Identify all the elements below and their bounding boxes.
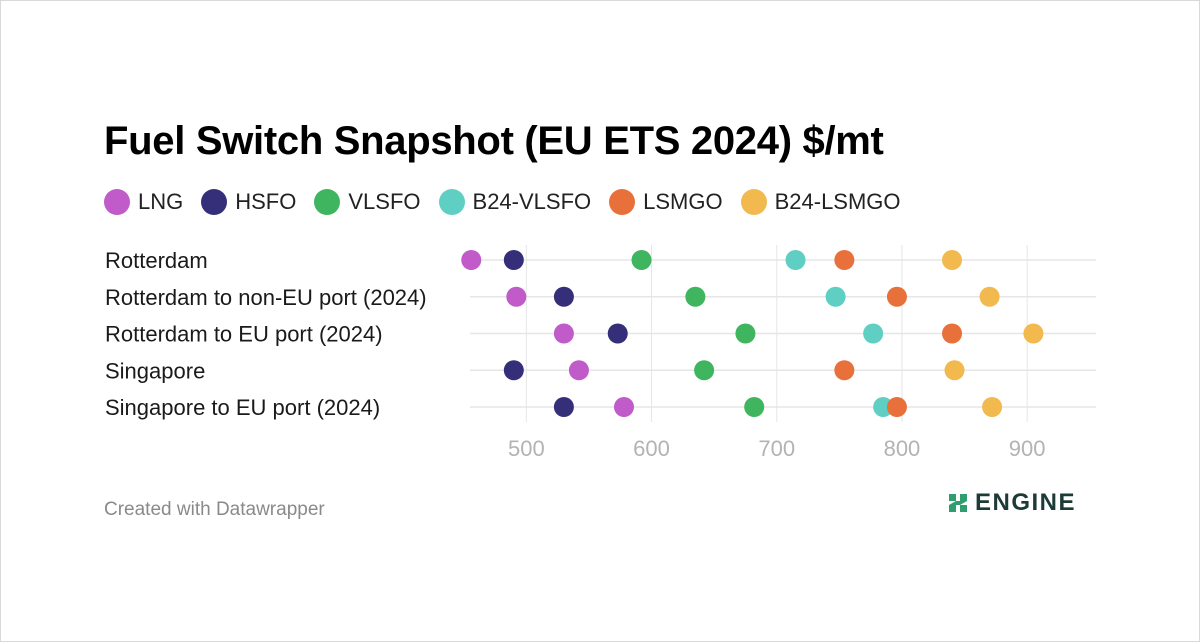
dot-hsfo: [503, 360, 524, 381]
dot-lsmgo: [886, 286, 907, 307]
dot-vlsfo: [685, 286, 706, 307]
dot-lsmgo: [834, 250, 855, 270]
legend-swatch: [104, 189, 130, 215]
legend-swatch: [201, 189, 228, 215]
dot-hsfo: [607, 323, 628, 344]
dot-lng: [568, 360, 589, 381]
category-label: Singapore to EU port (2024): [105, 395, 380, 420]
legend-item-b24-vlsfo: B24-VLSFO: [438, 189, 592, 215]
dot-lsmgo: [834, 360, 855, 381]
category-label: Rotterdam: [105, 248, 208, 273]
legend-item-lng: LNG: [104, 189, 183, 215]
dot-lsmgo: [942, 323, 963, 344]
dot-vlsfo: [631, 250, 652, 270]
legend-item-b24-lsmgo: B24-LSMGO: [740, 189, 901, 215]
datawrapper-credit: Created with Datawrapper: [104, 499, 325, 520]
dot-b24-vlsfo: [785, 250, 806, 270]
legend-item-hsfo: HSFO: [201, 189, 296, 215]
dot-lng: [506, 286, 527, 307]
category-label: Rotterdam to EU port (2024): [105, 322, 383, 347]
dot-vlsfo: [735, 323, 756, 344]
chart-legend: LNG HSFO VLSFO B24-VLSFO LSMGO B24-LSMGO: [104, 189, 919, 215]
legend-item-lsmgo: LSMGO: [609, 189, 723, 215]
category-label: Singapore: [105, 358, 205, 383]
dot-b24-lsmgo: [982, 397, 1003, 417]
dot-hsfo: [503, 250, 524, 270]
engine-logo-text: ENGINE: [975, 489, 1077, 516]
dot-vlsfo: [694, 360, 715, 381]
legend-label: B24-VLSFO: [472, 189, 592, 214]
legend-label: VLSFO: [348, 189, 421, 214]
dot-b24-lsmgo: [1023, 323, 1044, 344]
dot-b24-lsmgo: [944, 360, 965, 381]
legend-swatch: [609, 189, 636, 215]
dot-lng: [613, 397, 634, 417]
legend-label: B24-LSMGO: [774, 189, 901, 214]
engine-logo: ENGINE: [947, 489, 1076, 517]
category-label: Rotterdam to non-EU port (2024): [105, 285, 427, 310]
legend-label: LSMGO: [643, 189, 723, 214]
dot-vlsfo: [744, 397, 765, 417]
chart-title: Fuel Switch Snapshot (EU ETS 2024) $/mt: [104, 119, 884, 163]
dot-lsmgo: [886, 397, 907, 417]
x-tick-label: 500: [508, 436, 545, 461]
dot-b24-lsmgo: [979, 286, 1000, 307]
legend-label: HSFO: [235, 189, 297, 214]
legend-swatch: [740, 189, 767, 215]
legend-swatch: [438, 189, 465, 215]
dot-b24-lsmgo: [942, 250, 963, 270]
x-tick-label: 800: [884, 436, 921, 461]
dot-b24-vlsfo: [825, 286, 846, 307]
engine-logo-icon: [949, 494, 967, 512]
dot-lng: [553, 323, 574, 344]
x-tick-label: 700: [758, 436, 795, 461]
legend-swatch: [314, 189, 341, 215]
dot-b24-vlsfo: [863, 323, 884, 344]
legend-item-vlsfo: VLSFO: [314, 189, 421, 215]
dot-hsfo: [553, 286, 574, 307]
legend-label: LNG: [138, 189, 184, 214]
x-tick-label: 600: [633, 436, 670, 461]
dot-hsfo: [553, 397, 574, 417]
dot-lng: [461, 250, 482, 270]
dot-b24-vlsfo: [873, 397, 894, 417]
x-tick-label: 900: [1009, 436, 1046, 461]
